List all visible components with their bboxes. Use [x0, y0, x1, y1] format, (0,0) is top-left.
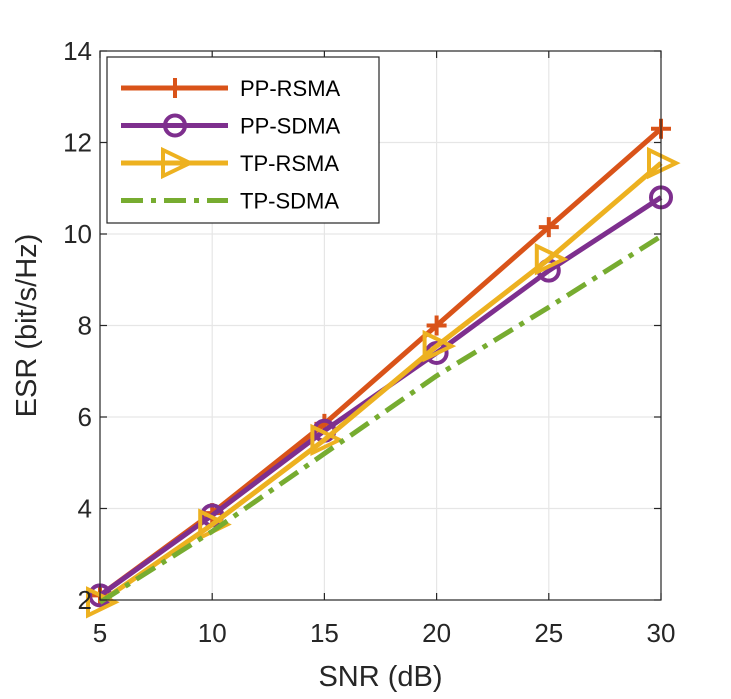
legend-entry-tp-sdma: TP-SDMA — [121, 189, 339, 214]
series-layer — [86, 118, 681, 619]
legend-pp-rsma-point — [165, 78, 185, 98]
series-tp-rsma-point — [534, 242, 569, 276]
y-axis-label: ESR (bit/s/Hz) — [11, 234, 43, 418]
y-tick-label: 6 — [78, 402, 92, 432]
series-tp-rsma-point — [310, 423, 345, 457]
y-tick-label: 10 — [63, 219, 92, 249]
legend-box — [106, 56, 380, 224]
x-tick-label: 25 — [534, 618, 563, 648]
series-tp-sdma — [98, 234, 663, 605]
x-tick-label: 15 — [310, 618, 339, 648]
legend-pp-sdma-point — [163, 113, 187, 138]
series-pp-rsma-point — [538, 217, 559, 238]
series-line-tp-sdma — [98, 234, 663, 605]
x-axis-label: SNR (dB) — [318, 661, 442, 693]
series-pp-rsma-point — [426, 315, 447, 336]
y-tick-label: 4 — [78, 494, 92, 524]
y-tick-label: 12 — [63, 128, 92, 158]
x-tick-label: 5 — [93, 618, 107, 648]
legend-label-tp-sdma: TP-SDMA — [240, 189, 339, 214]
x-tick-label: 10 — [198, 618, 227, 648]
y-tick-label: 2 — [78, 585, 92, 615]
y-tick-label: 14 — [63, 36, 92, 66]
x-tick-label: 30 — [647, 618, 676, 648]
x-tick-label: 20 — [422, 618, 451, 648]
legend-entry-pp-sdma: PP-SDMA — [121, 113, 341, 139]
series-tp-rsma-point — [86, 586, 120, 619]
legend: PP-RSMA PP-SDMA TP-RSMA TP-SDMA — [106, 56, 380, 224]
legend-label-pp-rsma: PP-RSMA — [240, 76, 341, 101]
legend-label-tp-rsma: TP-RSMA — [240, 151, 339, 176]
legend-tp-rsma-point — [161, 146, 195, 180]
legend-entry-tp-rsma: TP-RSMA — [121, 146, 339, 180]
axis-ticks: 5 10 15 20 25 30 2 4 6 8 10 12 14 — [63, 36, 675, 648]
legend-entry-pp-rsma: PP-RSMA — [121, 76, 341, 101]
y-tick-label: 8 — [78, 311, 92, 341]
series-line-tp-rsma — [98, 161, 663, 605]
series-tp-rsma-point — [647, 146, 681, 180]
series-tp-rsma-point — [422, 329, 457, 363]
legend-label-pp-sdma: PP-SDMA — [240, 114, 341, 139]
